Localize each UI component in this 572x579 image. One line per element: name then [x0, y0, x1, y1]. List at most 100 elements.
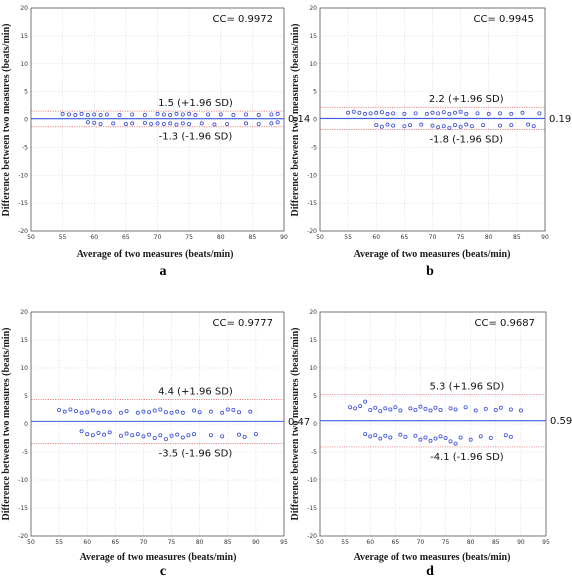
x-axis-label: Average of two measures (beats/min) [80, 552, 237, 563]
data-point [161, 112, 166, 117]
data-point [68, 407, 73, 412]
data-point [508, 434, 513, 439]
data-point [413, 407, 418, 412]
data-point [452, 110, 457, 115]
data-point [242, 434, 247, 439]
data-point [436, 111, 441, 116]
y-tick-label: 15 [20, 337, 28, 344]
lower-loa-label: -1.8 (-1.96 SD) [429, 135, 503, 146]
data-point [453, 407, 458, 412]
x-tick-label: 85 [492, 539, 500, 546]
data-point [348, 405, 353, 410]
x-tick-label: 65 [112, 539, 120, 546]
data-point [531, 124, 536, 129]
data-point [430, 123, 435, 128]
data-point [79, 410, 84, 415]
y-tick-label: 0 [24, 421, 28, 428]
data-point [90, 433, 95, 438]
data-point [423, 435, 428, 440]
data-point [152, 408, 157, 413]
data-point [175, 432, 180, 437]
data-point [408, 406, 413, 411]
data-point [135, 410, 140, 415]
x-tick-label: 65 [122, 234, 130, 241]
data-point [458, 435, 463, 440]
data-point [180, 435, 185, 440]
x-tick-label: 50 [27, 539, 35, 546]
y-axis-label: Difference between two measures (beats/m… [1, 24, 12, 217]
x-tick-label: 80 [467, 539, 475, 546]
data-point [508, 407, 513, 412]
y-tick-label: 0 [313, 421, 317, 428]
x-tick-label: 55 [344, 234, 352, 241]
y-tick-label: -15 [307, 505, 317, 512]
y-tick-label: 10 [309, 365, 317, 372]
data-point [107, 430, 112, 435]
data-point [142, 120, 147, 125]
data-point [398, 408, 403, 413]
data-point [413, 433, 418, 438]
y-tick-label: 20 [20, 5, 28, 12]
data-point [509, 123, 514, 128]
panel-c: 50 55 60 65 70 75 80 85 90 95 -20 -15 -10 -5 0 5 10 15 20 C… [1, 309, 310, 579]
data-point [468, 437, 473, 442]
data-point [96, 430, 101, 435]
y-tick-label: -20 [307, 228, 317, 235]
data-point [149, 121, 154, 126]
data-point [141, 434, 146, 439]
data-point [192, 432, 197, 437]
x-tick-label: 60 [90, 234, 98, 241]
data-point [102, 432, 107, 437]
data-point [248, 409, 253, 414]
x-tick-label: 85 [513, 234, 521, 241]
data-point [118, 433, 123, 438]
x-tick-label: 50 [27, 234, 35, 241]
data-point [85, 120, 90, 125]
y-axis-label: Difference between two measures (beats/m… [290, 328, 301, 521]
y-tick-label: 15 [309, 33, 317, 40]
y-tick-label: 20 [309, 5, 317, 12]
data-point [423, 406, 428, 411]
y-tick-label: 20 [20, 309, 28, 316]
data-point [393, 405, 398, 410]
data-point [497, 123, 502, 128]
y-tick-label: -10 [18, 477, 28, 484]
x-tick-label: 90 [517, 539, 525, 546]
data-point [391, 123, 396, 128]
data-point [168, 121, 173, 126]
cc-annotation: CC= 0.9945 [473, 14, 534, 25]
data-point [104, 112, 109, 117]
data-point [90, 408, 95, 413]
data-point [407, 123, 412, 128]
panel-a: 50 55 60 65 70 75 80 85 90 -20 -15 -10 -5 0 5 10 15 20 CC=… [1, 5, 310, 279]
panel-letter: d [426, 564, 434, 579]
mean-value-label: 0.47 [288, 417, 310, 428]
data-point [169, 433, 174, 438]
data-point [497, 111, 502, 116]
data-point [57, 407, 62, 412]
data-point [180, 121, 185, 126]
data-point [231, 113, 236, 118]
data-point [379, 124, 384, 129]
y-tick-label: 10 [20, 61, 28, 68]
data-point [79, 429, 84, 434]
data-point [111, 121, 116, 126]
data-point [187, 111, 192, 116]
lower-loa-label: -3.5 (-1.96 SD) [159, 449, 233, 460]
data-point [413, 111, 418, 116]
y-tick-label: -5 [311, 449, 317, 456]
data-point [458, 109, 463, 114]
data-point [402, 124, 407, 129]
data-point [353, 406, 358, 411]
lower-loa-label: -1.3 (-1.96 SD) [159, 132, 233, 143]
data-point [385, 111, 390, 116]
data-point [225, 407, 230, 412]
data-point [275, 120, 280, 125]
data-point [351, 109, 356, 114]
lower-loa-label: -4.1 (-1.96 SD) [430, 452, 504, 463]
x-tick-label: 70 [429, 234, 437, 241]
data-point [481, 123, 486, 128]
x-axis-label: Average of two measures (beats/min) [354, 249, 511, 260]
data-point [60, 111, 65, 116]
